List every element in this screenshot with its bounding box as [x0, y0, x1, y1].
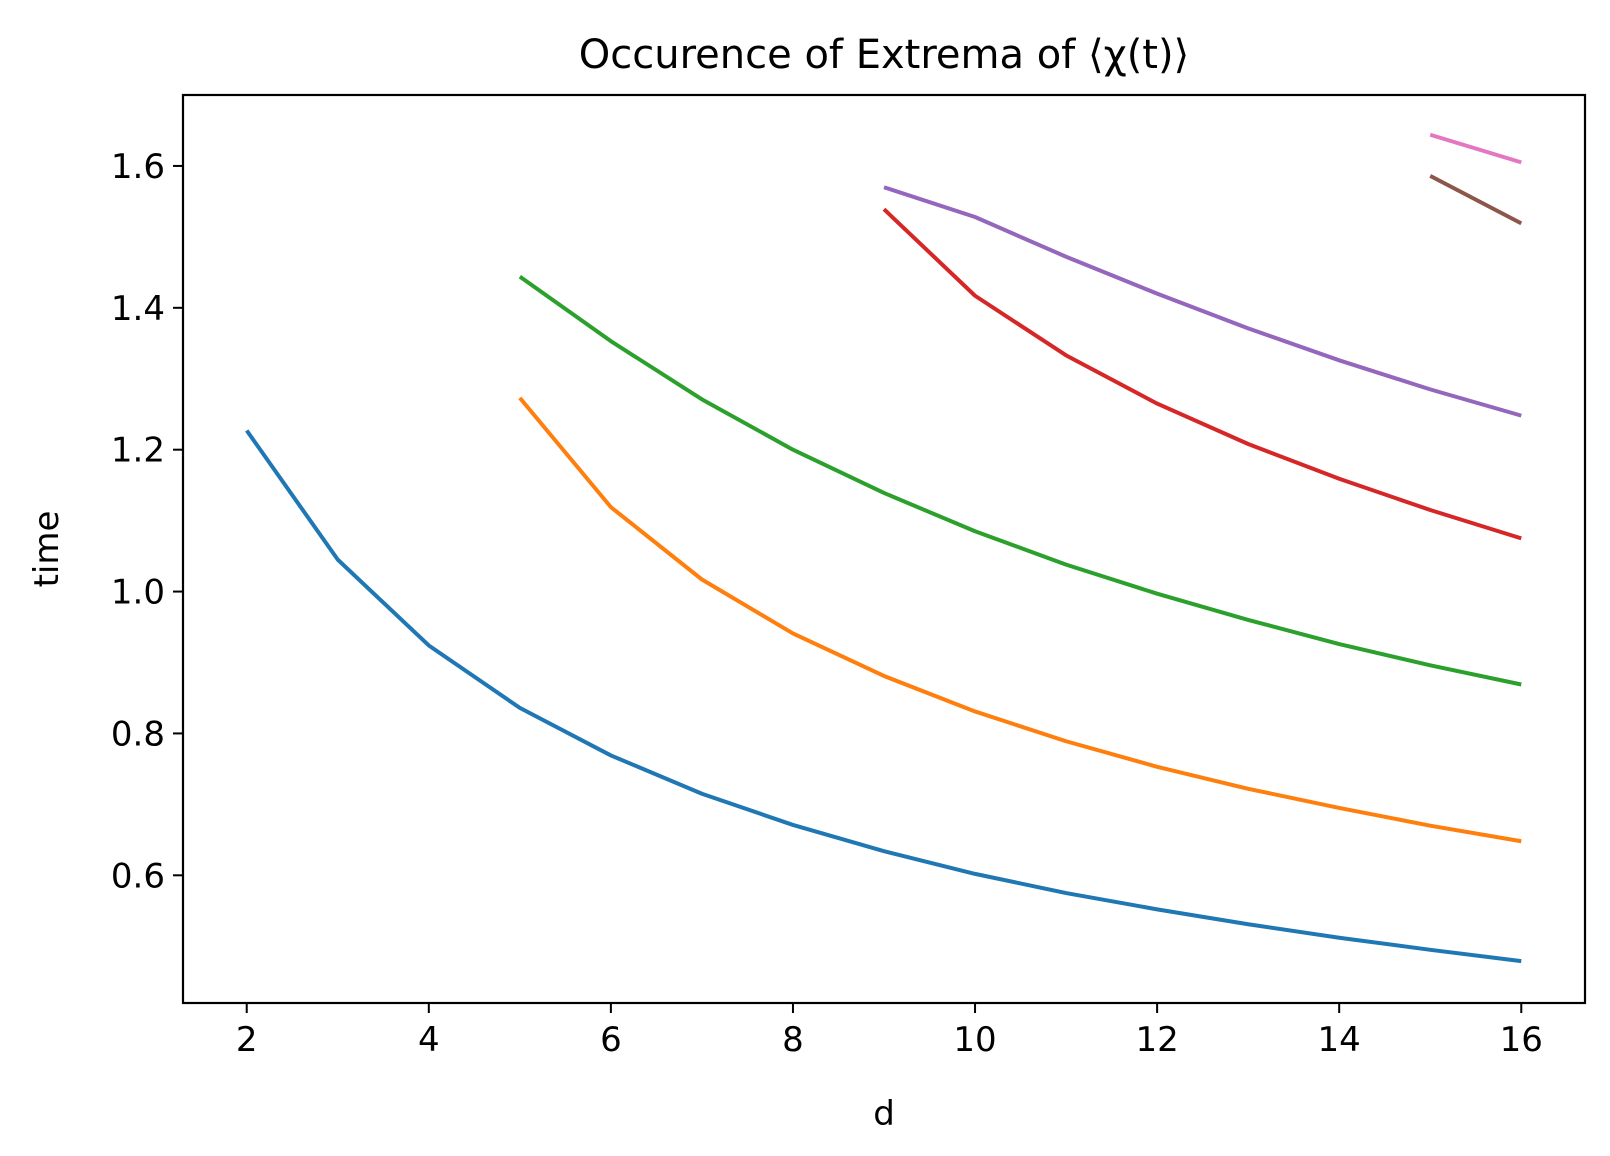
series-line-7: [1429, 132, 1522, 165]
series-line-2: [518, 396, 1522, 844]
y-tick-label: 1.0: [111, 573, 165, 613]
series-line-3: [518, 274, 1522, 687]
y-axis-label: time: [27, 511, 67, 588]
x-tick-label: 12: [1135, 1020, 1178, 1060]
series-line-5: [883, 185, 1522, 418]
y-tick-label: 1.4: [111, 289, 165, 329]
y-tick-label: 0.6: [111, 856, 165, 896]
x-tick-label: 14: [1318, 1020, 1361, 1060]
chart-title: Occurence of Extrema of ⟨χ(t)⟩: [579, 32, 1189, 78]
x-tick-label: 8: [782, 1020, 804, 1060]
x-tick-label: 6: [600, 1020, 622, 1060]
series-layer: [245, 132, 1523, 964]
series-line-4: [882, 207, 1522, 541]
x-tick-label: 2: [236, 1020, 258, 1060]
y-tick-label: 0.8: [111, 714, 165, 754]
x-tick-label: 4: [418, 1020, 440, 1060]
plot-area: [181, 93, 1587, 1005]
axes-frame: [181, 93, 1587, 1005]
x-tick-label: 16: [1500, 1020, 1543, 1060]
series-line-1: [245, 429, 1522, 964]
y-axis: 0.6 0.8 1.0 1.2 1.4 1.6: [111, 147, 183, 896]
x-tick-label: 10: [953, 1020, 996, 1060]
series-line-6: [1429, 174, 1523, 226]
x-axis: 2 4 6 8 10 12 14 16: [236, 1003, 1543, 1060]
y-tick-label: 1.6: [111, 147, 165, 187]
y-tick-label: 1.2: [111, 431, 165, 471]
x-axis-label: d: [873, 1094, 895, 1134]
